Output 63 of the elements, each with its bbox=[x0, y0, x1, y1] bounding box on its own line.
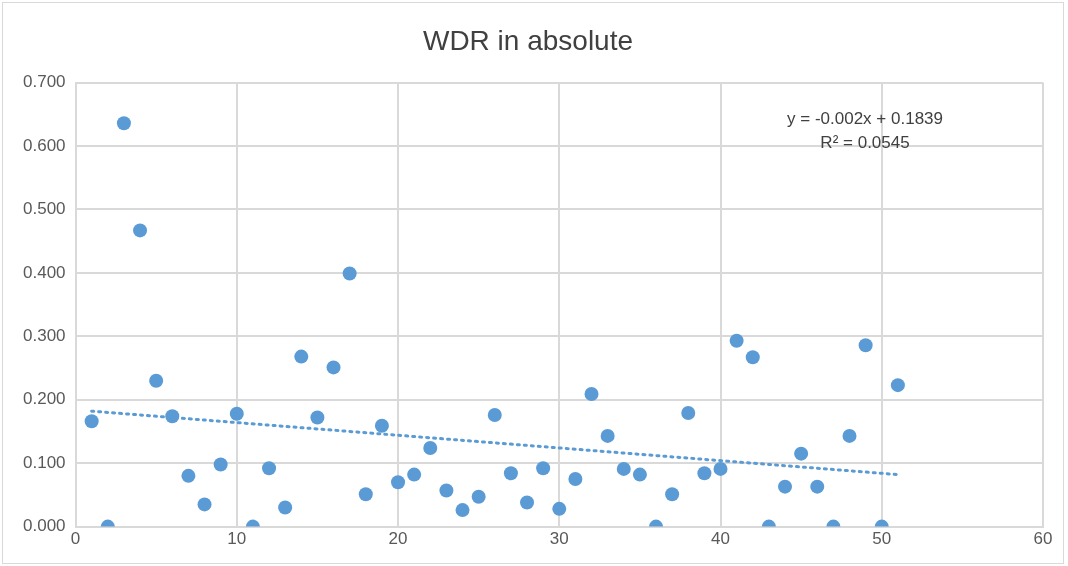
point bbox=[584, 387, 599, 402]
annotation: y = -0.002x + 0.1839 bbox=[787, 108, 943, 130]
point bbox=[149, 373, 164, 388]
point bbox=[471, 489, 486, 504]
point bbox=[600, 428, 615, 443]
point bbox=[568, 472, 583, 487]
point bbox=[745, 350, 760, 365]
point bbox=[713, 461, 728, 476]
point bbox=[697, 466, 712, 481]
point bbox=[342, 266, 357, 281]
point bbox=[810, 479, 825, 494]
x-tick-label: 60 bbox=[1033, 529, 1053, 549]
point bbox=[358, 487, 373, 502]
point bbox=[423, 440, 438, 455]
x-tick-label: 50 bbox=[872, 529, 892, 549]
point bbox=[181, 468, 196, 483]
x-tick-label: 10 bbox=[227, 529, 247, 549]
x-tick-label: 30 bbox=[549, 529, 569, 549]
point bbox=[665, 487, 680, 502]
point bbox=[778, 479, 793, 494]
point bbox=[213, 457, 228, 472]
point bbox=[84, 414, 99, 429]
y-tick-label: 0.400 bbox=[22, 262, 66, 282]
y-tick-label: 0.700 bbox=[22, 72, 66, 92]
point bbox=[165, 409, 180, 424]
point bbox=[133, 223, 148, 238]
chart-title: WDR in absolute bbox=[422, 24, 634, 56]
point bbox=[842, 428, 857, 443]
point bbox=[616, 461, 631, 476]
point bbox=[552, 501, 567, 516]
point bbox=[278, 500, 293, 515]
point bbox=[520, 495, 535, 510]
y-tick-label: 0.000 bbox=[22, 516, 66, 536]
point bbox=[229, 406, 244, 421]
point bbox=[455, 503, 470, 518]
point bbox=[294, 349, 309, 364]
x-tick-label: 0 bbox=[70, 529, 81, 549]
y-tick-label: 0.100 bbox=[22, 452, 66, 472]
y-tick-label: 0.200 bbox=[22, 389, 66, 409]
point bbox=[890, 378, 905, 393]
point bbox=[326, 360, 341, 375]
point bbox=[374, 418, 389, 433]
point bbox=[391, 475, 406, 490]
x-tick-label: 20 bbox=[388, 529, 408, 549]
point bbox=[858, 338, 873, 353]
point bbox=[794, 446, 809, 461]
point bbox=[729, 333, 744, 348]
point bbox=[197, 497, 212, 512]
y-tick-label: 0.500 bbox=[22, 199, 66, 219]
annotation: R² = 0.0545 bbox=[819, 132, 911, 154]
point bbox=[681, 406, 696, 421]
point bbox=[487, 407, 502, 422]
point bbox=[262, 461, 277, 476]
point bbox=[407, 467, 422, 482]
point bbox=[632, 467, 647, 482]
y-tick-label: 0.300 bbox=[22, 326, 66, 345]
point bbox=[310, 410, 325, 425]
point bbox=[503, 466, 518, 481]
point bbox=[439, 483, 454, 498]
point bbox=[116, 116, 131, 131]
y-tick-label: 0.600 bbox=[22, 135, 66, 155]
x-tick-label: 40 bbox=[711, 529, 730, 549]
point bbox=[536, 461, 551, 476]
